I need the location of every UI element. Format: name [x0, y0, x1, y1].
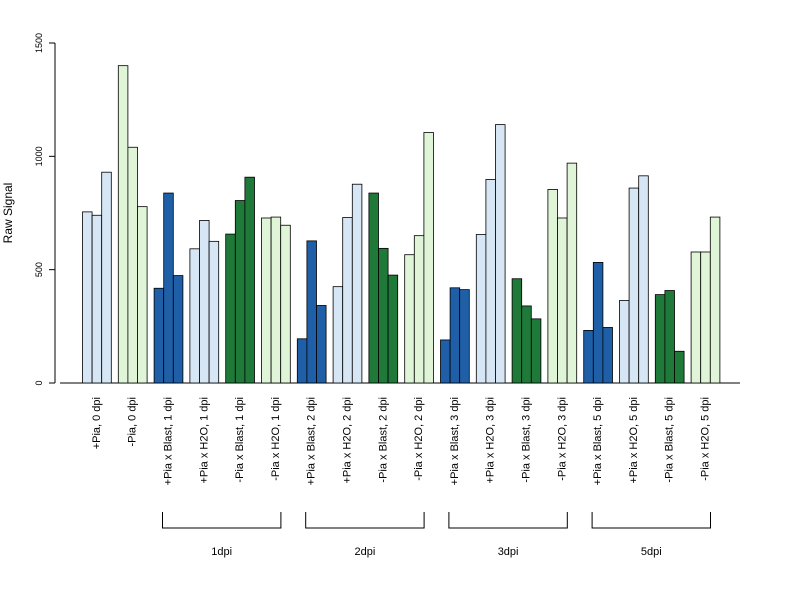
bar: [153, 287, 165, 384]
time-group-brackets: 1dpi 2dpi 3dpi 5dpi: [162, 512, 711, 558]
x-tick-label: -Pia x Blast, 1 dpi: [234, 397, 246, 483]
bar: [690, 251, 702, 384]
bar: [316, 305, 327, 384]
bar: [270, 216, 282, 384]
x-tick-label: +Pia x Blast, 3 dpi: [449, 397, 461, 485]
y-tick-label: 500: [34, 262, 44, 277]
x-tick-label: -Pia x Blast, 5 dpi: [664, 397, 676, 483]
bar: [709, 216, 721, 384]
x-tick-label: -Pia x H2O, 2 dpi: [413, 397, 425, 481]
bar: [163, 192, 174, 384]
bar: [495, 124, 506, 384]
bar: [332, 286, 344, 384]
bar: [592, 262, 604, 384]
x-tick-label: -Pia x Blast, 2 dpi: [377, 397, 389, 483]
bar: [342, 217, 353, 384]
bar: [378, 247, 389, 384]
bar: [351, 183, 363, 384]
group-label: 2dpi: [355, 546, 376, 558]
x-tick-label: +Pia x H2O, 5 dpi: [628, 397, 640, 484]
bar: [700, 251, 711, 384]
x-tick-label: +Pia x Blast, 2 dpi: [306, 397, 318, 485]
bar: [199, 220, 210, 384]
group-bracket: [162, 512, 282, 529]
bar: [127, 146, 138, 384]
bar: [440, 339, 451, 384]
bar: [423, 132, 434, 384]
group-bracket: [591, 512, 711, 529]
x-tick-label: +Pia, 0 dpi: [91, 397, 103, 449]
bar: [459, 289, 470, 384]
bar: [244, 176, 255, 384]
bar: [583, 330, 594, 384]
bar: [654, 294, 666, 384]
bar: [368, 192, 379, 384]
bar: [280, 224, 291, 384]
bar: [449, 287, 461, 384]
x-tick-label: +Pia x H2O, 1 dpi: [198, 397, 210, 484]
bar: [404, 254, 415, 384]
x-tick-label: +Pia x Blast, 1 dpi: [163, 397, 175, 485]
x-tick-label: +Pia x H2O, 2 dpi: [342, 397, 354, 484]
x-tick-labels: +Pia, 0 dpi -Pia, 0 dpi +Pia x Blast, 1 dp…: [91, 397, 712, 485]
bar: [225, 233, 236, 384]
bar: [638, 175, 649, 384]
bar: [261, 217, 272, 384]
bar: [557, 217, 568, 384]
x-tick-label: +Pia x H2O, 3 dpi: [485, 397, 497, 484]
bar: [137, 206, 148, 384]
bar: [475, 234, 487, 384]
bar: [82, 211, 93, 384]
bar: [485, 179, 496, 384]
group-label: 5dpi: [641, 546, 662, 558]
bar: [547, 189, 558, 384]
x-tick-label: -Pia x H2O, 5 dpi: [700, 397, 712, 481]
bar: [172, 275, 184, 384]
x-tick-label: +Pia x Blast, 5 dpi: [592, 397, 604, 485]
y-tick-label: 1500: [34, 33, 44, 53]
bar: [413, 235, 425, 384]
x-tick-label: -Pia, 0 dpi: [127, 397, 139, 447]
bar: [306, 240, 317, 384]
y-tick-label: 0: [34, 380, 44, 385]
bar: [208, 240, 220, 384]
bar: [511, 278, 523, 384]
y-axis-label: Raw Signal: [1, 183, 15, 244]
bar: [101, 171, 112, 384]
bar: [234, 200, 246, 384]
bar: [664, 290, 675, 384]
x-tick-label: -Pia x H2O, 3 dpi: [556, 397, 568, 481]
group-label: 1dpi: [211, 546, 232, 558]
bar: [628, 187, 640, 384]
bar: [530, 318, 542, 384]
bar: [91, 214, 103, 384]
bar: [619, 300, 630, 384]
group-bracket: [448, 512, 568, 529]
group-bracket: [305, 512, 425, 529]
bar: [674, 350, 685, 384]
group-label: 3dpi: [498, 546, 519, 558]
bar: [387, 274, 399, 384]
y-tick-label: 1000: [34, 146, 44, 166]
bar: [117, 65, 129, 384]
bar: [566, 162, 578, 384]
bar: [602, 327, 613, 384]
x-tick-label: -Pia x H2O, 1 dpi: [270, 397, 282, 481]
bar: [521, 305, 532, 384]
x-tick-label: -Pia x Blast, 3 dpi: [521, 397, 533, 483]
bar: [189, 248, 200, 384]
bar: [296, 338, 308, 384]
bars: [82, 65, 721, 384]
